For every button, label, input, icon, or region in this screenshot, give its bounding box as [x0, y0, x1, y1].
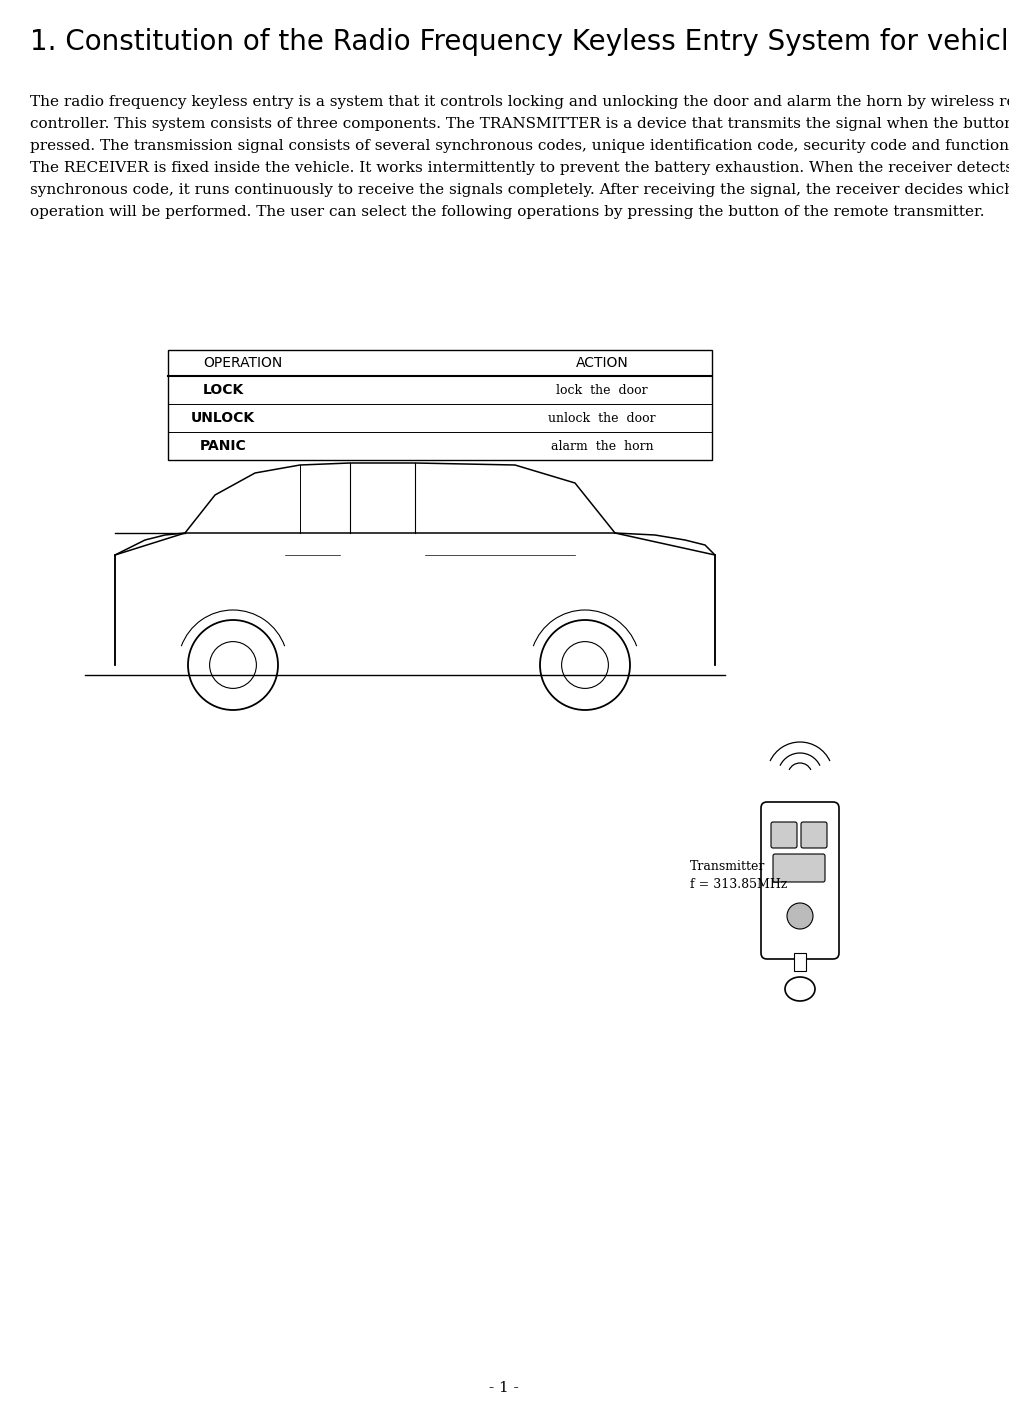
Bar: [794, 952, 806, 971]
Text: ACTION: ACTION: [575, 356, 629, 370]
Circle shape: [787, 903, 813, 928]
FancyBboxPatch shape: [801, 823, 827, 848]
Text: operation will be performed. The user can select the following operations by pre: operation will be performed. The user ca…: [30, 205, 985, 219]
Text: unlock  the  door: unlock the door: [548, 412, 656, 425]
Ellipse shape: [785, 976, 815, 1000]
Text: 1. Constitution of the Radio Frequency Keyless Entry System for vehicle: 1. Constitution of the Radio Frequency K…: [30, 28, 1009, 56]
Text: synchronous code, it runs continuously to receive the signals completely. After : synchronous code, it runs continuously t…: [30, 183, 1009, 198]
Text: LOCK: LOCK: [203, 382, 243, 396]
Bar: [169, 350, 712, 460]
Text: PANIC: PANIC: [200, 439, 246, 453]
FancyBboxPatch shape: [773, 854, 825, 882]
FancyBboxPatch shape: [771, 823, 797, 848]
Text: f = 313.85MHz: f = 313.85MHz: [690, 878, 787, 890]
FancyBboxPatch shape: [761, 801, 839, 959]
Text: lock  the  door: lock the door: [556, 384, 648, 396]
Text: The radio frequency keyless entry is a system that it controls locking and unloc: The radio frequency keyless entry is a s…: [30, 95, 1009, 109]
Text: UNLOCK: UNLOCK: [191, 411, 255, 425]
Text: OPERATION: OPERATION: [204, 356, 283, 370]
Text: Transmitter: Transmitter: [690, 859, 766, 872]
Text: pressed. The transmission signal consists of several synchronous codes, unique i: pressed. The transmission signal consist…: [30, 140, 1009, 152]
Text: - 1 -: - 1 -: [489, 1381, 519, 1395]
Text: The RECEIVER is fixed inside the vehicle. It works intermittently to prevent the: The RECEIVER is fixed inside the vehicle…: [30, 161, 1009, 175]
Text: controller. This system consists of three components. The TRANSMITTER is a devic: controller. This system consists of thre…: [30, 117, 1009, 131]
Text: alarm  the  horn: alarm the horn: [551, 439, 653, 453]
